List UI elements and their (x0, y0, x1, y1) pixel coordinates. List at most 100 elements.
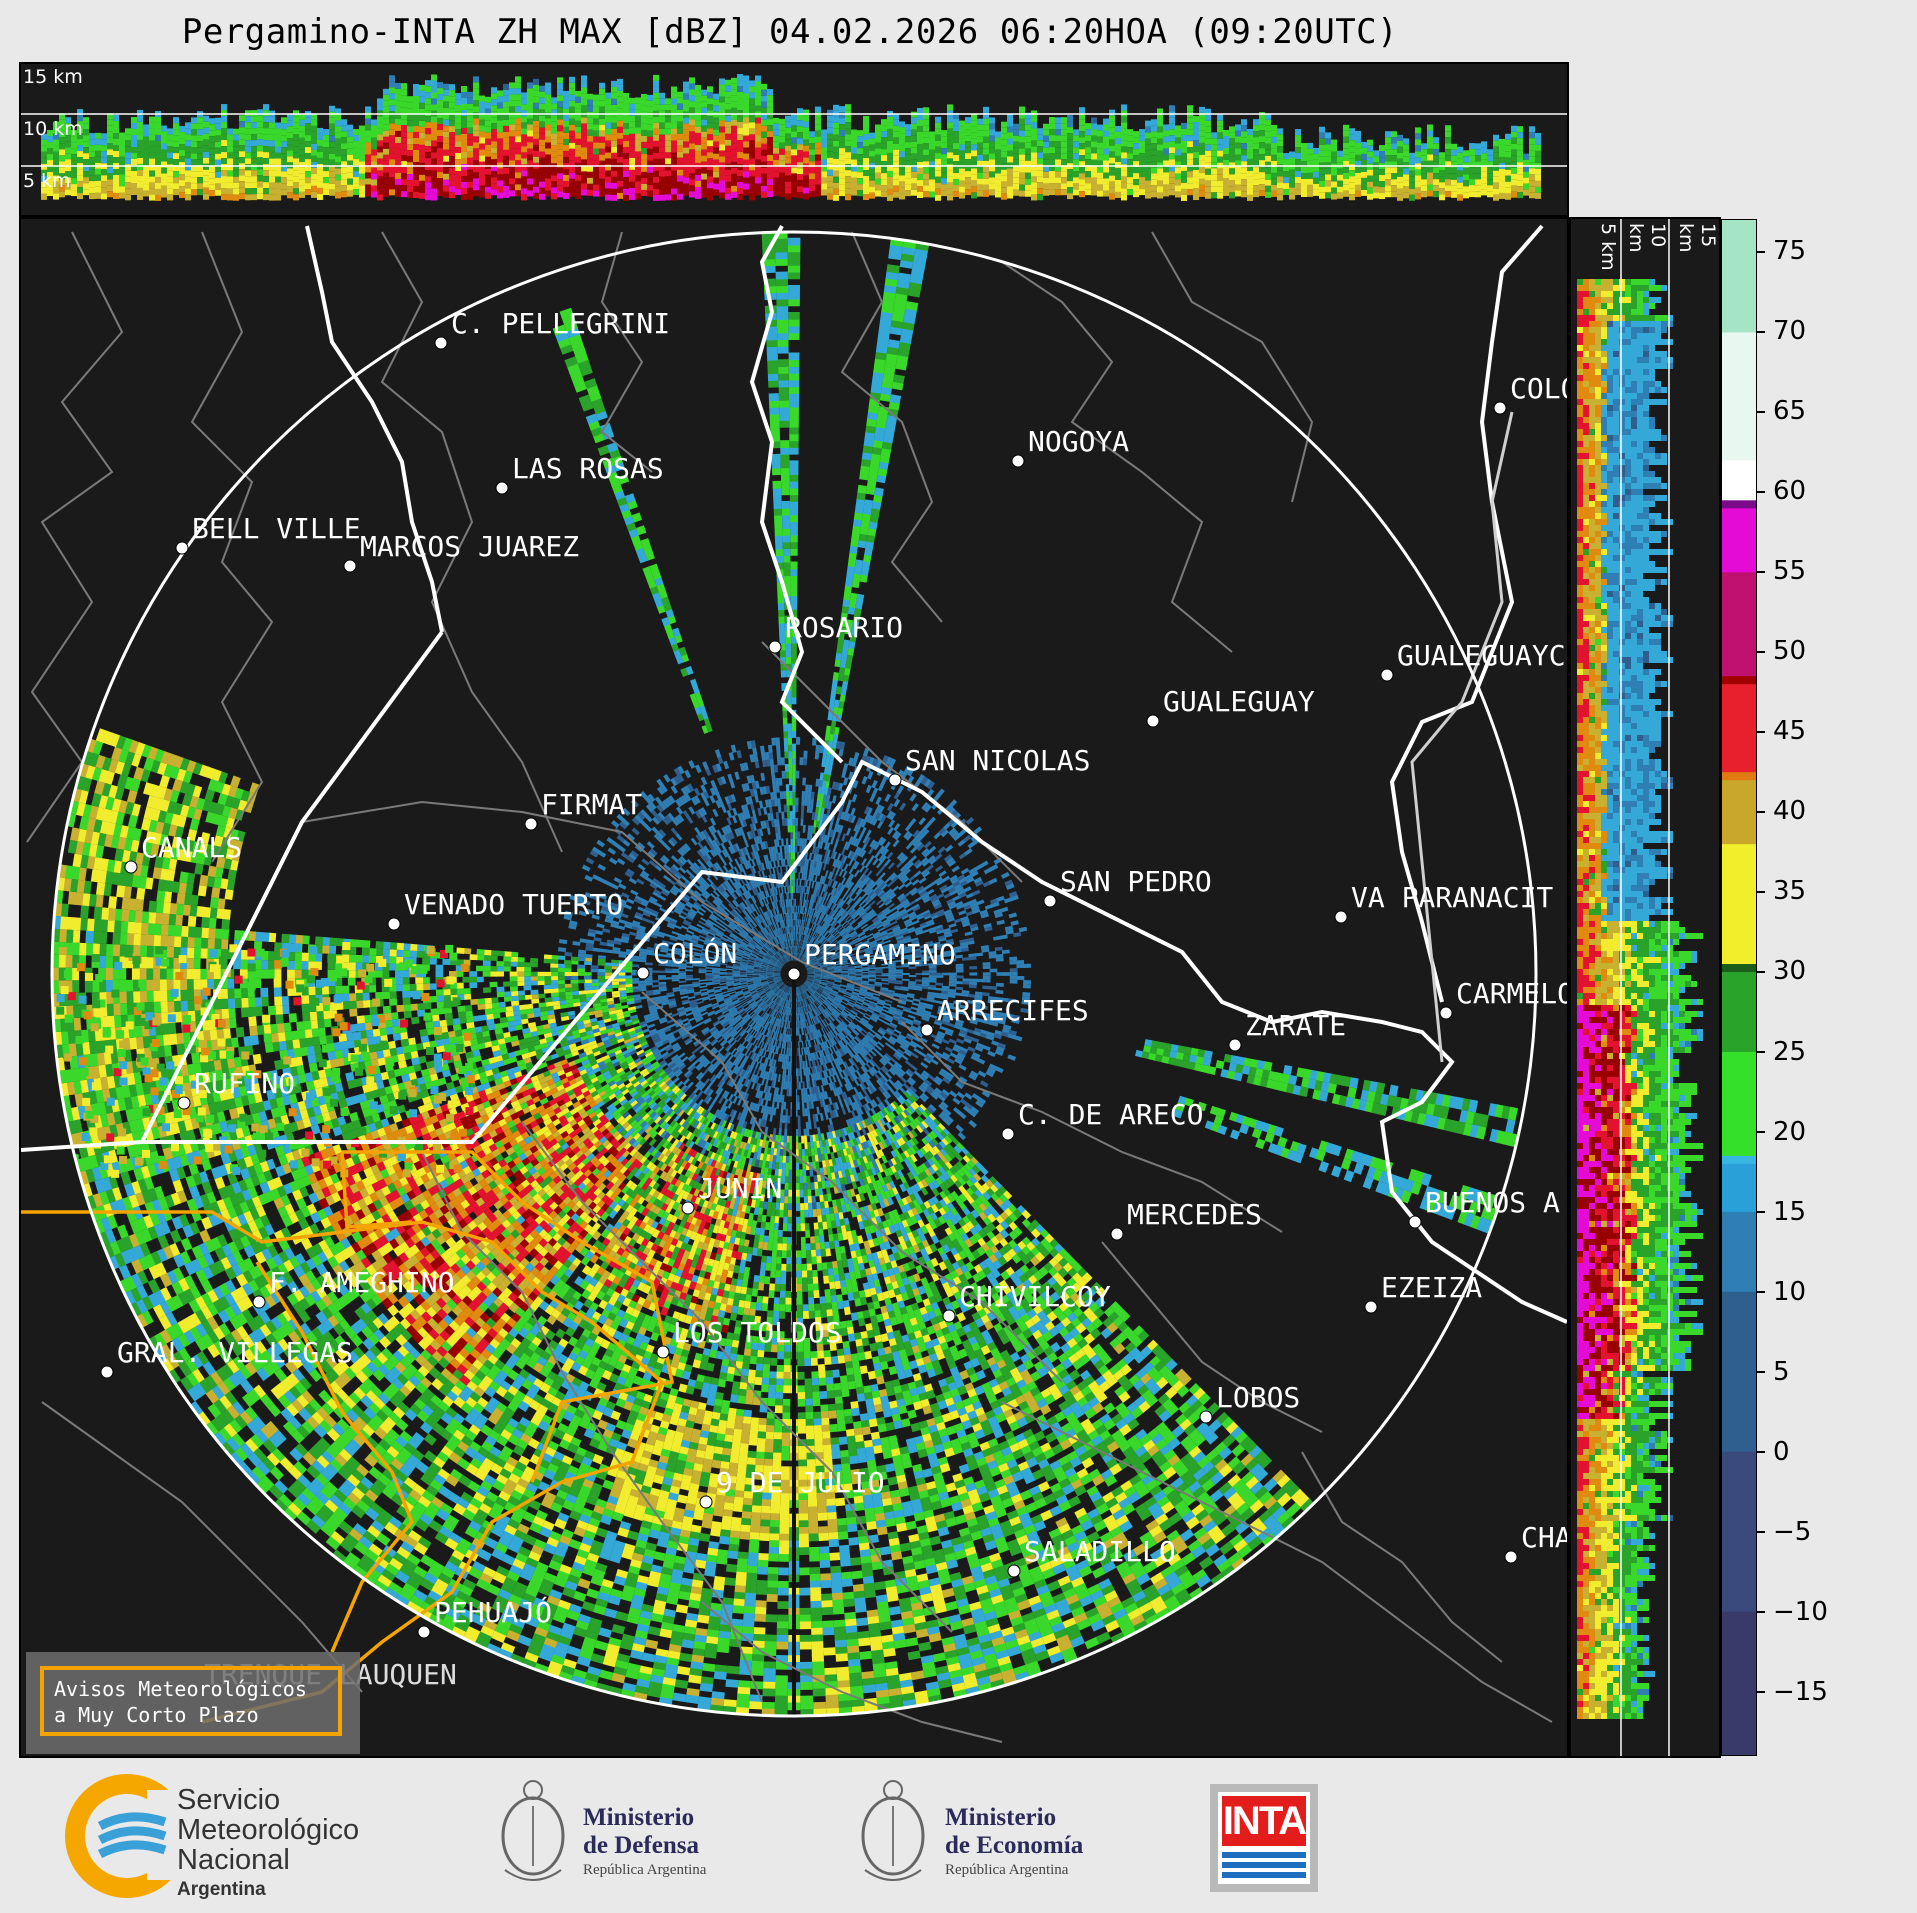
cross-section-bin (1235, 172, 1241, 178)
cross-section-bin (1187, 159, 1193, 165)
cross-section-bin (701, 144, 707, 150)
echo-bin (841, 833, 846, 841)
cross-section-bin (611, 183, 617, 189)
cross-section-bin (47, 142, 53, 148)
cross-section-bin (677, 158, 683, 164)
cross-section-bin (419, 193, 425, 199)
cross-section-bin (929, 167, 935, 173)
cross-section-bin (1163, 172, 1169, 178)
cross-section-bin (1337, 175, 1343, 181)
cross-section-bin (1079, 125, 1085, 131)
cross-section-bin (1139, 147, 1145, 153)
cross-section-bin (527, 124, 533, 130)
cross-section-bin (611, 81, 617, 87)
cross-section-bin (851, 130, 857, 136)
cross-section-bin (1463, 180, 1469, 186)
cross-section-bin (515, 154, 521, 160)
cross-section-bin (137, 170, 143, 176)
cross-section-bin (611, 141, 617, 147)
cross-section-bin (1193, 164, 1199, 170)
echo-bin (802, 913, 804, 921)
cross-section-bin (815, 131, 821, 137)
cross-section-bin (1043, 160, 1049, 166)
cross-section-bin (329, 130, 335, 136)
cross-section-bin (899, 145, 905, 151)
cross-section-bin (1127, 153, 1133, 159)
cross-section-bin (1043, 154, 1049, 160)
cross-section-bin (731, 168, 737, 174)
echo-bin (898, 883, 906, 890)
cross-section-bin (431, 146, 437, 152)
echo-bin (790, 487, 798, 495)
cross-section-bin (743, 190, 749, 196)
cross-section-bin (803, 152, 809, 158)
cross-section-bin (1253, 149, 1259, 155)
echo-bin (867, 771, 873, 780)
cross-section-bin (1151, 173, 1157, 179)
cross-section-bin (413, 120, 419, 126)
echo-bin (875, 797, 881, 805)
cross-section-bin (623, 117, 629, 123)
cross-section-bin (905, 166, 911, 172)
cross-section-bin (671, 153, 677, 159)
cross-section-bin (437, 100, 443, 106)
cross-section-bin (1073, 141, 1079, 147)
cross-section-bin (629, 128, 635, 134)
cross-section-bin (599, 173, 605, 179)
echo-bin (793, 852, 795, 860)
echo-bin (842, 870, 847, 878)
cross-section-bin (1067, 133, 1073, 139)
cross-section-bin (515, 166, 521, 172)
cross-section-bin (431, 92, 437, 98)
cross-section-bin (863, 176, 869, 182)
cross-section-bin (329, 160, 335, 166)
cross-section-bin (503, 174, 509, 180)
cross-section-bin (389, 99, 395, 105)
cross-section-bin (971, 114, 977, 120)
cross-section-bin (989, 141, 995, 147)
cross-section-bin (755, 117, 761, 123)
cross-section-bin (221, 170, 227, 176)
cross-section-bin (1511, 192, 1517, 198)
cross-section-bin (1121, 122, 1127, 128)
cross-section-bin (575, 157, 581, 163)
cross-section-bin (779, 155, 785, 161)
cross-section-bin (1427, 191, 1433, 197)
cross-section-bin (209, 166, 215, 172)
echo-bin (789, 406, 799, 414)
cross-section-bin (623, 129, 629, 135)
cross-section-bin (977, 191, 983, 197)
cross-section-bin (455, 117, 461, 123)
cross-section-bin (785, 194, 791, 200)
cross-section-bin (569, 83, 575, 89)
cross-section-bin (809, 149, 815, 155)
cross-section-bin (479, 192, 485, 198)
cross-section-bin (1475, 143, 1481, 149)
cross-section-bin (725, 122, 731, 128)
cross-section-bin (491, 105, 497, 111)
cross-section-bin (911, 154, 917, 160)
cross-section-bin (635, 97, 641, 103)
cross-section-bin (509, 124, 515, 130)
cross-section-bin (1433, 173, 1439, 179)
cross-section-bin (533, 91, 539, 97)
cross-section-bin (635, 193, 641, 199)
cross-section-bin (431, 158, 437, 164)
cross-section-bin (1307, 173, 1313, 179)
cross-section-bin (461, 164, 467, 170)
cross-section-bin (1499, 169, 1505, 175)
cross-section-bin (1109, 170, 1115, 176)
cross-section-bin (971, 186, 977, 192)
cross-section-bin (1493, 177, 1499, 183)
cross-section-bin (1307, 185, 1313, 191)
cross-section-bin (1265, 156, 1271, 162)
echo-bin (790, 568, 797, 576)
cross-section-bin (1235, 154, 1241, 160)
cross-section-bin (1271, 125, 1277, 131)
cross-section-bin (1427, 143, 1433, 149)
cross-section-bin (713, 130, 719, 136)
cross-section-bin (1067, 145, 1073, 151)
cross-section-bin (647, 167, 653, 173)
